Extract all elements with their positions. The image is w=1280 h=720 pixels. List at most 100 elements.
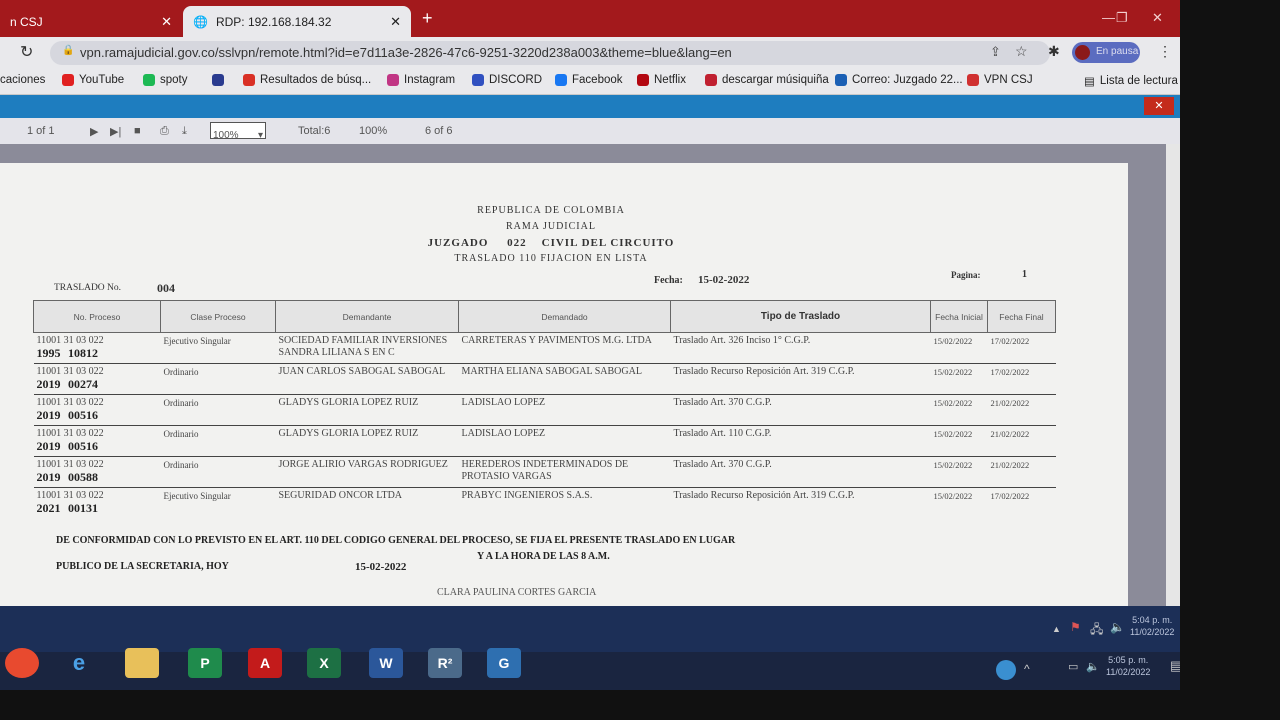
zoom-select[interactable]: 100% ▾ — [210, 122, 266, 141]
cell-proceso: 11001 31 03 022 2019 00516 — [33, 394, 161, 426]
bookmark-item[interactable]: YouTube — [62, 74, 124, 86]
chrome-icon[interactable] — [5, 648, 39, 678]
file-explorer-icon[interactable] — [125, 648, 159, 678]
proceso-num: 00516 — [68, 408, 98, 422]
acrobat-icon[interactable]: A — [248, 648, 282, 678]
rdp-close-button[interactable]: ✕ — [1144, 97, 1174, 115]
bookmark-label: Resultados de búsq... — [260, 74, 372, 86]
cell-fecha-inicial: 15/02/2022 — [930, 363, 988, 395]
proceso-year: 2021 — [36, 501, 61, 515]
cell-proceso: 11001 31 03 022 1995 10812 — [33, 332, 161, 364]
juzgado-name: CIVIL DEL CIRCUITO — [541, 237, 675, 249]
col-demandado: Demandado — [458, 300, 671, 333]
remote-app-icon[interactable]: G — [487, 648, 521, 678]
cell-fecha-inicial: 15/02/2022 — [930, 394, 988, 426]
footer-text-2: PUBLICO DE LA SECRETARIA, HOY — [56, 561, 229, 572]
url-input[interactable]: 🔒 vpn.ramajudicial.gov.co/sslvpn/remote.h… — [50, 41, 1050, 65]
bookmark-item[interactable]: DISCORD — [472, 74, 542, 86]
profile-button[interactable]: En pausa — [1072, 42, 1140, 63]
cell-clase: Ejecutivo Singular — [160, 487, 276, 518]
proceso-num: 00516 — [68, 439, 98, 453]
cell-fecha-final: 21/02/2022 — [987, 394, 1056, 426]
report-page: REPUBLICA DE COLOMBIA RAMA JUDICIAL JUZG… — [0, 163, 1128, 606]
network-icon[interactable]: 🖧 — [1090, 622, 1104, 636]
battery-icon[interactable]: ▭ — [1068, 661, 1079, 673]
bookmark-item[interactable]: Netflix — [637, 74, 686, 86]
proceso-num: 00274 — [68, 377, 98, 391]
proceso-code: 11001 31 03 022 — [36, 459, 104, 470]
project-icon[interactable]: P — [188, 648, 222, 678]
col-clase: Clase Proceso — [160, 300, 276, 333]
proceso-year: 2019 — [36, 470, 61, 484]
footer-text-1: DE CONFORMIDAD CON LO PREVISTO EN EL ART… — [56, 535, 736, 546]
fecha-value: 15-02-2022 — [698, 274, 750, 286]
cell-demandante: JUAN CARLOS SABOGAL SABOGAL — [275, 363, 459, 395]
star-icon[interactable]: ☆ — [1015, 43, 1028, 59]
proceso-code: 11001 31 03 022 — [36, 490, 104, 501]
menu-icon[interactable]: ⋮ — [1158, 43, 1172, 59]
tab-csj[interactable]: n CSJ ✕ — [0, 6, 182, 37]
bookmark-item[interactable]: spoty — [143, 74, 188, 86]
excel-icon[interactable]: X — [307, 648, 341, 678]
tab-rdp[interactable]: 🌐 RDP: 192.168.184.32 ✕ — [183, 6, 411, 37]
reload-icon[interactable]: ↻ — [20, 44, 34, 61]
next-page-icon[interactable]: ▶ — [90, 126, 99, 138]
bookmark-item[interactable]: VPN CSJ — [967, 74, 1033, 86]
lock-icon: 🔒 — [62, 45, 75, 56]
maximize-button[interactable]: ❐ — [1116, 10, 1128, 25]
bookmark-item[interactable]: Correo: Juzgado 22... — [835, 74, 963, 86]
word-icon[interactable]: W — [369, 648, 403, 678]
bookmark-item[interactable]: Resultados de búsq... — [243, 74, 371, 86]
stop-icon[interactable]: ■ — [134, 125, 141, 137]
volume-icon[interactable]: 🔈 — [1110, 620, 1125, 634]
bookmark-icon — [835, 74, 847, 86]
share-icon[interactable]: ⇪ — [990, 44, 1001, 59]
cell-tipo: Traslado Art. 326 Inciso 1° C.G.P. — [670, 332, 931, 364]
close-icon[interactable]: ✕ — [390, 13, 401, 29]
volume-icon[interactable]: 🔈 — [1086, 661, 1100, 673]
proceso-year: 1995 — [36, 346, 61, 360]
notifications-icon[interactable]: ▤ — [1170, 658, 1180, 673]
tray-chevron-icon[interactable]: ▲ — [1052, 624, 1061, 634]
cell-fecha-inicial: 15/02/2022 — [930, 487, 988, 518]
remote-clock[interactable]: 5:04 p. m. 11/02/2022 — [1130, 614, 1174, 638]
export-icon[interactable]: ⤓ — [182, 125, 187, 137]
bookmark-item[interactable] — [212, 74, 229, 86]
cell-tipo: Traslado Art. 110 C.G.P. — [670, 425, 931, 457]
fecha-label: Fecha: — [654, 275, 683, 286]
globe-icon[interactable] — [996, 660, 1016, 680]
url-text: vpn.ramajudicial.gov.co/sslvpn/remote.ht… — [80, 45, 732, 60]
proceso-num: 00588 — [68, 470, 98, 484]
ie-icon[interactable]: e — [72, 650, 86, 675]
bookmark-item[interactable]: Facebook — [555, 74, 623, 86]
cell-fecha-inicial: 15/02/2022 — [930, 425, 988, 457]
minimize-button[interactable]: — — [1102, 10, 1115, 25]
pagina-label: Pagina: — [951, 270, 981, 280]
new-tab-button[interactable]: + — [422, 8, 433, 28]
bookmark-icon — [143, 74, 155, 86]
vertical-scrollbar[interactable] — [1166, 144, 1180, 606]
record-count: 6 of 6 — [425, 125, 453, 137]
bookmark-item[interactable]: caciones — [0, 74, 45, 86]
local-clock[interactable]: 5:05 p. m. 11/02/2022 — [1106, 654, 1150, 678]
bookmark-item[interactable]: Instagram — [387, 74, 455, 86]
cell-proceso: 11001 31 03 022 2019 00516 — [33, 425, 161, 457]
tray-chevron-icon[interactable]: ^ — [1024, 662, 1030, 676]
reading-list-icon: ▤ — [1084, 76, 1095, 88]
r2r-icon[interactable]: R² — [428, 648, 462, 678]
profile-label: En pausa — [1096, 46, 1139, 57]
flag-icon[interactable]: ⚑ — [1070, 620, 1081, 634]
last-page-icon[interactable]: ▶| — [110, 126, 122, 138]
bookmark-item[interactable]: descargar músiquiña — [705, 74, 829, 86]
address-bar-row: ↻ 🔒 vpn.ramajudicial.gov.co/sslvpn/remote… — [0, 37, 1180, 68]
reading-list-label: Lista de lectura — [1099, 75, 1178, 87]
close-icon[interactable]: ✕ — [161, 13, 172, 29]
print-icon[interactable]: ⎙ — [160, 125, 169, 137]
rdp-title-bar: ✕ — [0, 95, 1180, 118]
reading-list-button[interactable]: ▤ Lista de lectura — [1084, 74, 1178, 88]
close-window-button[interactable]: ✕ — [1152, 10, 1163, 25]
extensions-icon[interactable]: ✱ — [1048, 43, 1060, 59]
header-rama: RAMA JUDICIAL — [506, 221, 596, 232]
cell-fecha-final: 21/02/2022 — [987, 456, 1056, 488]
cell-clase: Ordinario — [160, 425, 276, 457]
